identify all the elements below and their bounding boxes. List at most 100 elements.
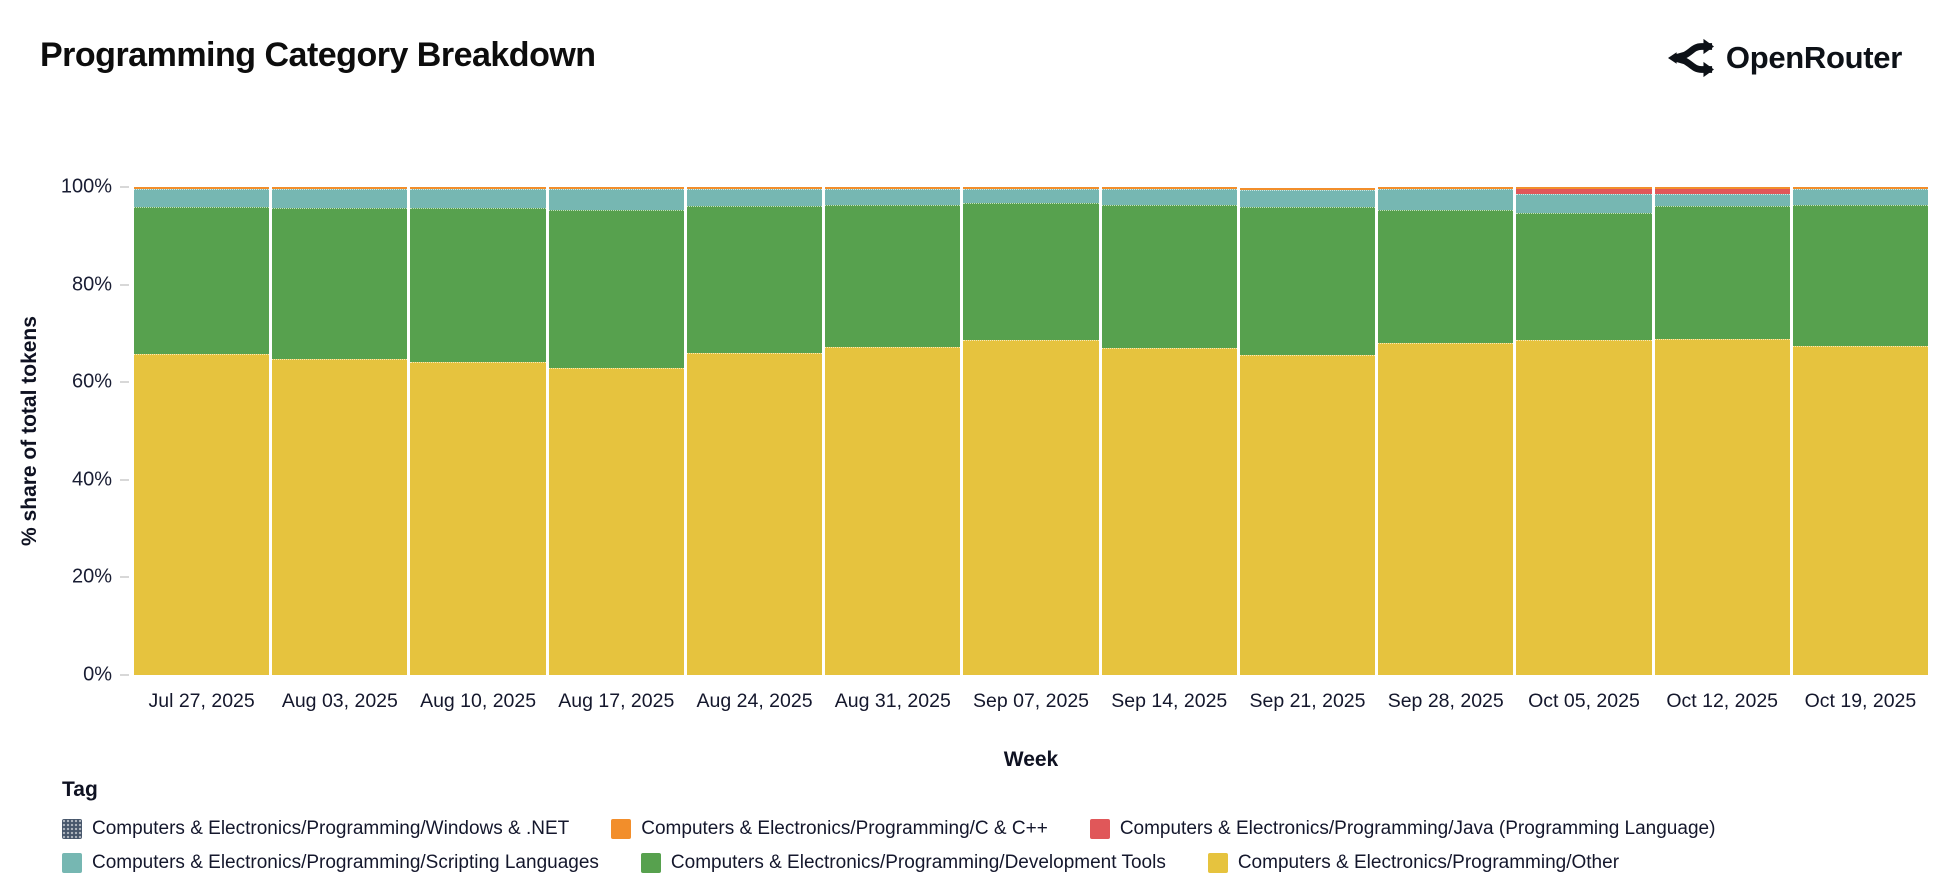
bar-segment[interactable] (1516, 212, 1652, 341)
bar-segment[interactable] (1378, 188, 1514, 210)
bar-segment[interactable] (1792, 205, 1929, 347)
legend-label: Computers & Electronics/Programming/Scri… (92, 852, 599, 873)
bar-segment[interactable] (963, 187, 1099, 189)
bar-segment[interactable] (1516, 187, 1652, 189)
legend-label: Computers & Electronics/Programming/Wind… (92, 818, 570, 839)
bar-segment[interactable] (1516, 340, 1652, 675)
bar-segment[interactable] (1101, 187, 1237, 189)
legend-title: Tag (62, 778, 98, 801)
x-axis: Jul 27, 2025 Aug 03, 2025 Aug 10, 2025 Aug … (134, 690, 1928, 713)
legend-swatch (62, 853, 82, 873)
bar-segment[interactable] (1654, 193, 1790, 207)
bar-segment[interactable] (548, 187, 684, 189)
bar-segment[interactable] (963, 188, 1099, 204)
bar-segment[interactable] (1101, 348, 1237, 675)
bar-segment[interactable] (272, 188, 408, 208)
y-axis-tick-mark (120, 283, 129, 286)
bar-segment[interactable] (410, 188, 546, 208)
bar-segment[interactable] (1792, 188, 1929, 206)
bar-segment[interactable] (1516, 193, 1652, 213)
bar-segment[interactable] (1516, 188, 1652, 194)
openrouter-logo-icon (1667, 38, 1714, 78)
bar-segment[interactable] (825, 347, 961, 675)
bar-segment[interactable] (825, 205, 961, 348)
bar-group (1378, 187, 1514, 675)
y-axis-tick-mark (120, 576, 129, 579)
legend-label: Computers & Electronics/Programming/C & … (641, 818, 1048, 839)
x-axis-label: Oct 05, 2025 (1528, 690, 1640, 712)
legend-row: Computers & Electronics/Programming/Wind… (62, 816, 1715, 842)
bar-segment[interactable] (548, 368, 684, 675)
bar-segment[interactable] (410, 208, 546, 363)
x-axis-label: Aug 31, 2025 (834, 690, 951, 712)
legend-item[interactable]: Computers & Electronics/Programming/Scri… (62, 852, 599, 874)
x-axis-label: Aug 03, 2025 (281, 690, 398, 712)
bar-segment[interactable] (1654, 187, 1790, 189)
x-axis-label: Oct 12, 2025 (1666, 690, 1779, 712)
legend-item[interactable]: Computers & Electronics/Programming/Java… (1089, 818, 1715, 840)
bar-segment[interactable] (963, 340, 1099, 675)
bar-segment[interactable] (1239, 188, 1376, 190)
bar-segment[interactable] (963, 203, 1099, 341)
bar-group (1654, 187, 1790, 675)
x-axis-label: Oct 19, 2025 (1804, 690, 1917, 712)
bar-segment[interactable] (134, 187, 270, 189)
bar-segment[interactable] (410, 187, 546, 189)
openrouter-logo[interactable]: OpenRouter (1667, 38, 1902, 78)
legend-row: Computers & Electronics/Programming/Scri… (62, 850, 1619, 876)
legend-swatch (62, 819, 82, 839)
legend-swatch (611, 819, 632, 839)
openrouter-logo-text: OpenRouter (1725, 40, 1902, 75)
bar-segment[interactable] (1101, 188, 1237, 206)
x-axis-label: Jul 27, 2025 (148, 690, 255, 712)
bar-segment[interactable] (1378, 209, 1514, 344)
bar-group (134, 187, 270, 675)
bar-segment[interactable] (1654, 338, 1790, 675)
y-axis-tick-label: 60% (71, 370, 112, 393)
legend-label: Computers & Electronics/Programming/Deve… (670, 852, 1166, 873)
bar-group (272, 187, 408, 675)
bar-segment[interactable] (686, 188, 823, 207)
legend-swatch (640, 853, 661, 873)
y-axis-tick-mark (120, 478, 129, 481)
bar-segment[interactable] (1792, 346, 1929, 675)
bar-segment[interactable] (410, 362, 546, 675)
x-axis-label: Sep 07, 2025 (973, 690, 1090, 712)
x-axis-label: Aug 24, 2025 (696, 690, 813, 712)
y-axis-tick-mark (120, 381, 129, 384)
bar-segment[interactable] (1101, 205, 1237, 349)
bar-segment[interactable] (1378, 343, 1514, 675)
bar-group (1101, 187, 1237, 675)
bar-segment[interactable] (686, 187, 823, 189)
bar-segment[interactable] (134, 207, 270, 354)
bar-segment[interactable] (1239, 189, 1376, 208)
bar-segment[interactable] (272, 187, 408, 189)
bar-segment[interactable] (548, 209, 684, 369)
legend-item[interactable]: Computers & Electronics/Programming/C & … (611, 818, 1048, 840)
y-axis-tick-mark (120, 186, 129, 188)
bar-segment[interactable] (134, 353, 270, 675)
legend-item[interactable]: Computers & Electronics/Programming/Wind… (62, 818, 569, 840)
bar-segment[interactable] (1378, 187, 1514, 189)
bar-segment[interactable] (1239, 207, 1376, 355)
bar-segment[interactable] (686, 206, 823, 353)
plot-area (134, 187, 1929, 675)
bar-segment[interactable] (686, 352, 823, 675)
bar-segment[interactable] (825, 187, 961, 189)
bar-group (963, 187, 1099, 675)
bar-segment[interactable] (272, 208, 408, 359)
x-axis-label: Sep 21, 2025 (1249, 690, 1366, 712)
bar-group (825, 187, 961, 675)
bar-segment[interactable] (1654, 188, 1790, 194)
bar-segment[interactable] (272, 358, 408, 675)
bar-segment[interactable] (1792, 187, 1929, 189)
legend-item[interactable]: Computers & Electronics/Programming/Deve… (640, 852, 1166, 874)
legend-item[interactable]: Computers & Electronics/Programming/Othe… (1207, 852, 1619, 874)
bar-segment[interactable] (1239, 354, 1376, 675)
bar-segment[interactable] (825, 188, 961, 206)
y-axis-tick-label: 40% (71, 468, 112, 491)
bar-segment[interactable] (134, 188, 270, 208)
bar-segment[interactable] (548, 188, 684, 210)
bar-segment[interactable] (1654, 206, 1790, 339)
